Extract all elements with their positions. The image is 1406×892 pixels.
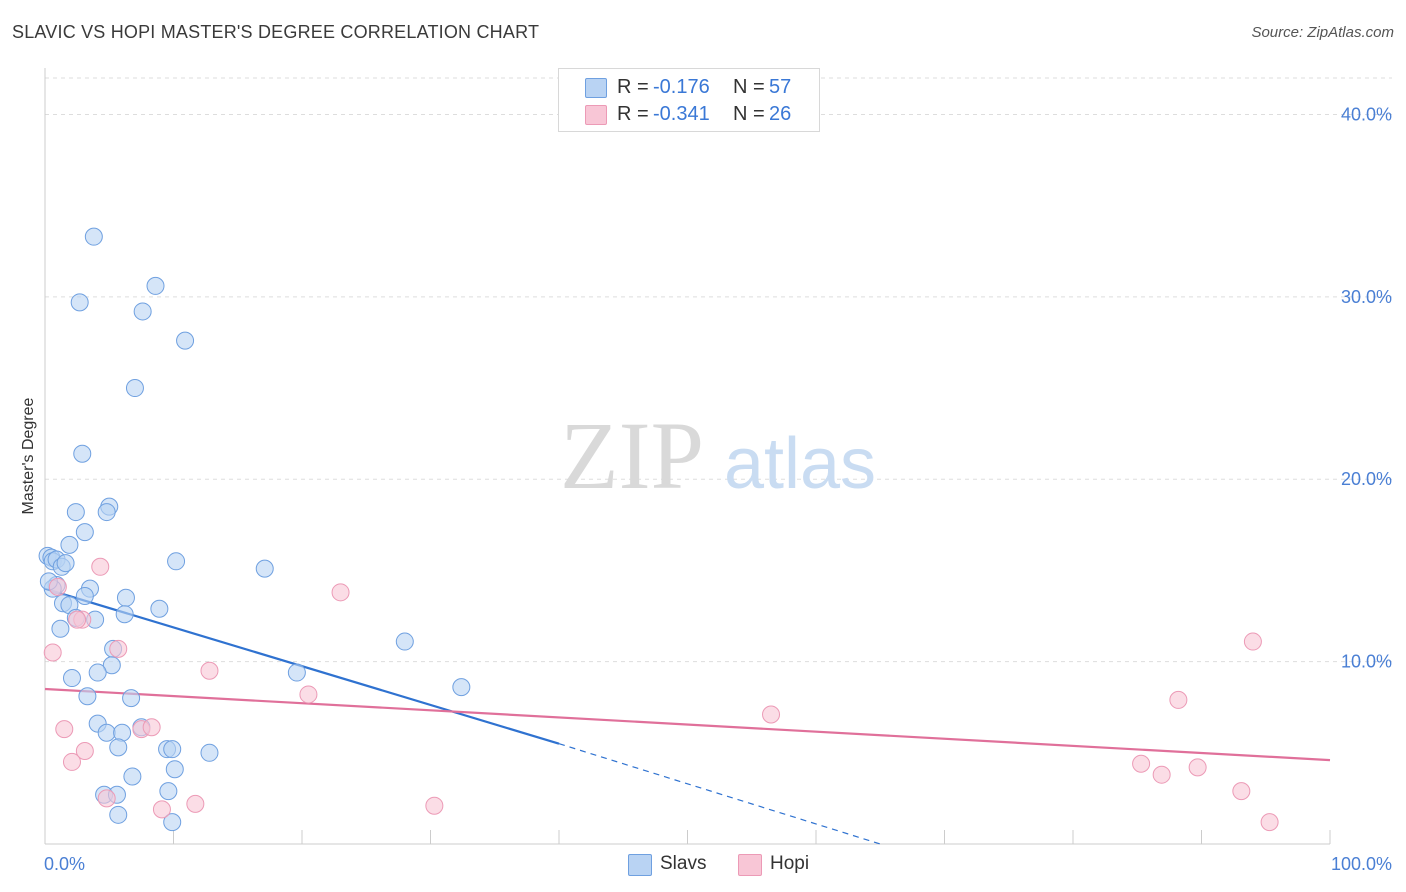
bottom-legend-swatch-slavs (628, 854, 652, 876)
legend: R = -0.176 N = 57 R = -0.341 N = 26 (558, 68, 820, 132)
y-axis-label: Master's Degree (20, 397, 37, 514)
slavs-point (133, 302, 152, 321)
hopi-point (299, 685, 318, 704)
hopi-point (1243, 632, 1262, 651)
chart-title: SLAVIC VS HOPI MASTER'S DEGREE CORRELATI… (12, 22, 540, 42)
legend-n-value: 26 (769, 103, 792, 125)
slavs-point (102, 656, 121, 675)
hopi-point (48, 577, 67, 596)
watermark-zip: ZIP (560, 402, 704, 509)
slavs-point (146, 276, 165, 295)
legend-r-value: -0.176 (653, 76, 710, 98)
legend-n-value: 57 (769, 76, 792, 98)
legend-row-slavs: R = -0.176 N = 57 (559, 74, 819, 100)
slavs-point (62, 669, 81, 688)
hopi-point (68, 610, 87, 629)
slavs-point (73, 444, 92, 463)
hopi-point (762, 705, 781, 724)
slavs-point (125, 379, 144, 398)
y-tick-label: 30.0% (1341, 287, 1392, 307)
x-tick-label: 100.0% (1331, 854, 1392, 874)
slavs-point (88, 663, 107, 682)
hopi-point (331, 583, 350, 602)
hopi-point (152, 800, 171, 819)
slavs-point (163, 740, 182, 759)
slavs-point (167, 552, 186, 571)
data-points (38, 227, 1279, 832)
slavs-point (78, 687, 97, 706)
slavs-point (395, 632, 414, 651)
hopi-trend-line (44, 687, 1331, 762)
legend-n-label: N = (733, 76, 765, 98)
slavs-point (70, 293, 89, 312)
legend-n-label: N = (733, 103, 765, 125)
grid-lines (45, 77, 1392, 663)
tick-labels: 10.0% 20.0% 30.0% 40.0% 0.0% 100.0% (44, 104, 1392, 874)
slavs-point (200, 743, 219, 762)
slavs-point (163, 813, 182, 832)
legend-r-value: -0.341 (653, 103, 710, 125)
y-tick-label: 40.0% (1341, 104, 1392, 124)
slavs-point (165, 760, 184, 779)
slavs-point (115, 605, 134, 624)
hopi-point (1232, 782, 1251, 801)
x-tick-label: 0.0% (44, 854, 85, 874)
hopi-point (1169, 690, 1188, 709)
hopi-point (1132, 754, 1151, 773)
slavs-point (97, 503, 116, 522)
slavs-point (150, 599, 169, 618)
slavs-point (109, 805, 128, 824)
slavs-trend-extension (558, 743, 881, 845)
hopi-point (1152, 765, 1171, 784)
trend-lines (44, 587, 1331, 845)
hopi-point (43, 643, 62, 662)
hopi-point (109, 639, 128, 658)
bottom-legend-label-hopi: Hopi (770, 853, 810, 874)
slavs-point (51, 619, 70, 638)
hopi-point (1188, 758, 1207, 777)
legend-row-hopi: R = -0.341 N = 26 (559, 101, 819, 127)
slavs-point (75, 523, 94, 542)
slavs-point (60, 535, 79, 554)
slavs-point (287, 663, 306, 682)
hopi-point (97, 789, 116, 808)
hopi-point (55, 720, 74, 739)
hopi-point (425, 796, 444, 815)
hopi-point (91, 557, 110, 576)
slavs-point (123, 767, 142, 786)
y-tick-label: 10.0% (1341, 652, 1392, 672)
slavs-point (255, 559, 274, 578)
hopi-point (142, 718, 161, 737)
slavs-point (75, 586, 94, 605)
slavs-point (56, 554, 75, 573)
hopi-point (62, 752, 81, 771)
slavs-point (84, 227, 103, 246)
slavs-point (176, 331, 195, 350)
legend-swatch-slavs (585, 78, 607, 98)
legend-swatch-hopi (585, 105, 607, 125)
hopi-point (75, 741, 94, 760)
slavs-point (109, 738, 128, 757)
slavs-point (97, 723, 116, 742)
slavs-point (116, 588, 135, 607)
slavs-point (66, 503, 85, 522)
legend-r-label: R = (617, 103, 649, 125)
hopi-point (1260, 813, 1279, 832)
watermark: ZIP atlas (560, 402, 876, 509)
slavs-point (159, 782, 178, 801)
axes (44, 68, 1331, 845)
watermark-atlas: atlas (724, 424, 876, 504)
slavs-point (122, 689, 141, 708)
hopi-point (200, 661, 219, 680)
source-label: Source: ZipAtlas.com (1251, 24, 1394, 41)
hopi-point (186, 794, 205, 813)
bottom-legend-label-slavs: Slavs (660, 853, 707, 874)
y-tick-label: 20.0% (1341, 469, 1392, 489)
legend-r-label: R = (617, 76, 649, 98)
bottom-legend-swatch-hopi (738, 854, 762, 876)
slavs-point (452, 678, 471, 697)
